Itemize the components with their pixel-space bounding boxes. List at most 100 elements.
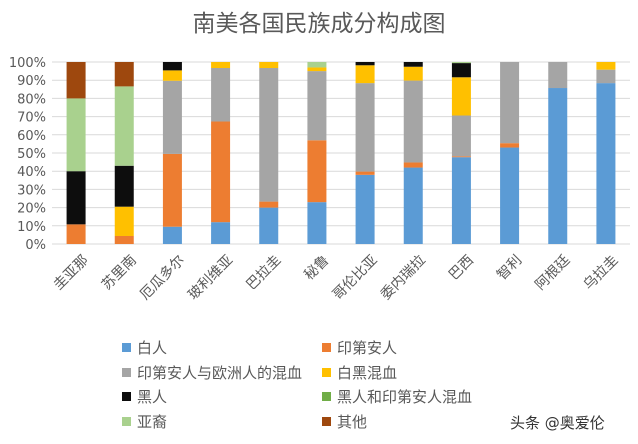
bar-segment [259,201,279,208]
bar-segment [548,62,568,89]
x-tick-label: 阿根廷 [532,252,573,293]
x-tick-label: 玻利维亚 [185,252,236,303]
bar-segment [307,140,327,203]
y-tick-label: 100% [9,56,46,71]
legend-label: 亚裔 [137,412,168,431]
legend-item: 黑人 [122,386,167,407]
x-tick-label: 巴拉圭 [243,252,284,293]
x-tick-label: 厄瓜多尔 [136,252,188,304]
bar-segment [355,62,375,66]
bar-segment [403,66,423,81]
watermark: 头条 @奥爱伦 [510,414,605,432]
legend-label: 黑人和印第安人混血 [337,388,473,406]
y-tick-label: 50% [17,147,46,162]
legend-item: 其他 [322,411,367,432]
legend-swatch [122,392,131,401]
bar-segment [114,165,134,207]
legend-label: 其他 [337,412,368,431]
bar-segment [355,65,375,84]
bar-segment [66,98,86,172]
x-tick-label: 苏里南 [99,252,140,293]
bar-segment [162,80,182,154]
bar-segment [355,83,375,172]
bar-segment [211,68,231,122]
bar-segment [211,121,231,223]
legend-label: 黑人 [137,388,168,406]
bar-segment [307,202,327,244]
bar-segment [500,143,520,148]
chart-title: 南美各国民族成分构成图 [192,11,446,37]
legend-item: 白人 [122,337,167,358]
legend-item: 亚裔 [122,411,167,432]
y-tick-label: 0% [25,238,46,253]
bar-segment [500,147,520,244]
x-tick-label: 哥伦比亚 [330,252,381,303]
y-tick-label: 60% [17,129,46,144]
legend-item: 印第安人与欧洲人的混血 [122,362,302,383]
y-tick-label: 70% [17,111,46,126]
legend-swatch [322,416,331,426]
bar-segment [403,167,423,244]
bar-segment [66,224,86,244]
bar-segment [162,62,182,71]
bar-segment [114,62,134,87]
y-tick-label: 90% [17,74,46,89]
bar-segment [596,62,616,70]
legend-label: 印第安人与欧洲人的混血 [137,363,303,382]
bar-segment [307,62,327,68]
bar-segment [307,71,327,141]
legend-item: 印第安人 [322,337,397,358]
bar-segment [259,68,279,202]
bar-segment [66,62,86,99]
legend-swatch [122,343,131,352]
legend-label: 白人 [137,339,168,357]
legend-swatch [322,392,331,401]
x-tick-label: 秘鲁 [301,252,332,283]
x-tick-label: 圭亚那 [51,252,92,293]
bar-segment [403,162,423,168]
bar-segment [596,69,616,84]
bar-segment [451,63,471,78]
y-tick-label: 40% [17,165,46,180]
bar-segment [211,222,231,244]
bar-segment [259,207,279,244]
legend-swatch [122,416,131,426]
legend-swatch [322,343,331,352]
legend-label: 印第安人 [337,339,398,357]
bar-segment [162,70,182,81]
y-tick-label: 30% [17,183,46,198]
y-tick-label: 10% [17,220,46,235]
bar-segment [451,157,471,244]
bar-segment [451,156,471,158]
bar-segment [451,77,471,116]
bar-segment [500,62,520,144]
bar-segment [66,171,86,225]
legend-swatch [122,367,131,377]
bar-segment [259,62,279,69]
bar-segment [596,83,616,244]
bar-segment [548,88,568,244]
x-tick-label: 巴西 [446,252,477,283]
bar-segment [451,115,471,157]
legend-swatch [322,367,331,377]
bar-segment [211,62,231,69]
bar-segment [451,62,471,64]
x-tick-label: 乌拉圭 [581,252,622,293]
bar-segment [114,206,134,236]
x-tick-label: 委内瑞拉 [378,252,429,303]
legend-item: 白黑混血 [322,362,397,383]
y-tick-label: 20% [17,202,46,217]
bar-segment [162,226,182,244]
bar-segment [114,86,134,166]
bar-segment [403,62,423,67]
bar-segment [403,80,423,163]
bar-segment [355,171,375,175]
bar-segment [114,235,134,244]
stacked-bar-chart: 0% 10% 20% 30% 40% 50% 60% 70% 80% 90% 100% 圭亚那 苏里南厄… [9,56,630,304]
bar-segment [162,153,182,227]
bar-segment [355,174,375,244]
y-tick-label: 80% [17,92,46,107]
legend-item: 黑人和印第安人混血 [322,386,472,407]
x-tick-label: 智利 [494,252,525,283]
legend-label: 白黑混血 [337,363,398,382]
